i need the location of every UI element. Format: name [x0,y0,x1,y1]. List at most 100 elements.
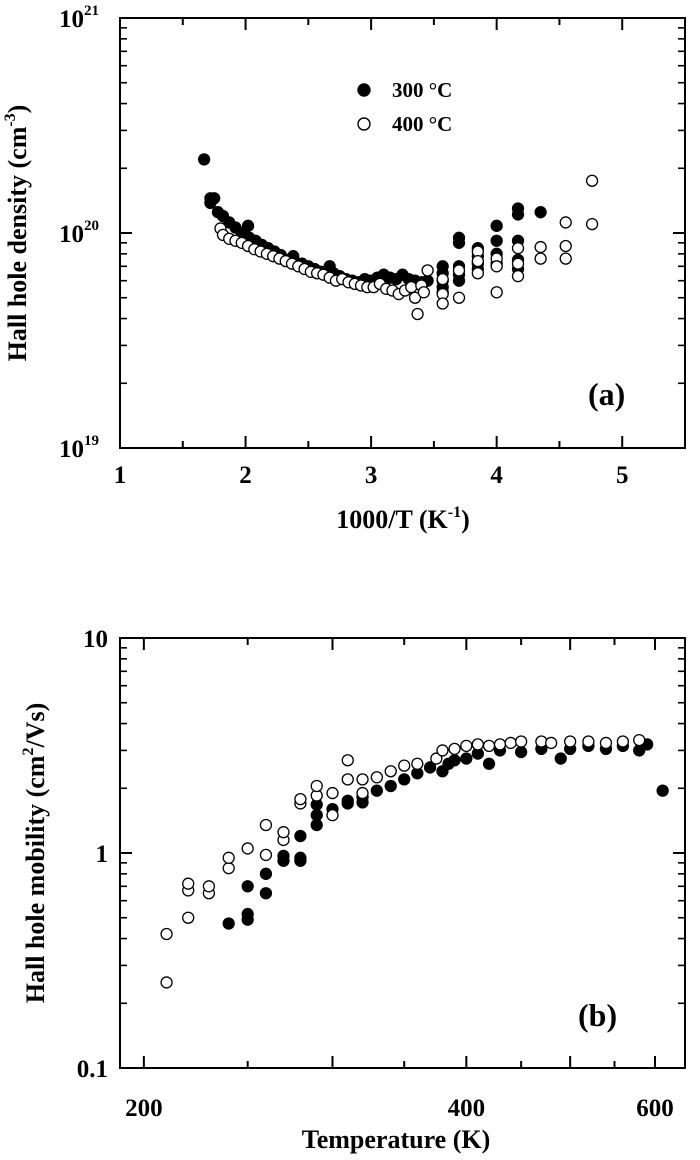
point-400c [559,239,572,253]
point-400c [460,739,473,753]
ticks-a [119,17,686,449]
y-axis-label-a-sup: -3 [2,113,19,126]
legend-marker-open [357,117,371,131]
point-400c [326,786,339,800]
y-axis-label-b-sup: 2 [20,748,37,756]
point-400c [436,297,449,310]
y-tick-label-b: 0.1 [77,1056,108,1083]
point-400c [585,174,599,187]
point-400c [405,280,418,294]
y-tick-label-a: 10 [59,6,84,33]
point-400c [448,742,461,756]
point-400c [534,252,547,265]
points-a [197,153,599,321]
point-300c [511,208,525,221]
point-400c [411,757,424,770]
point-300c [398,773,411,786]
y-tick-label-a: 10 [59,221,84,248]
point-300c [222,917,235,930]
point-400c [417,286,430,299]
y-tick-label-a-exp: 19 [84,433,99,449]
point-400c [160,976,173,989]
panel-label-a: (a) [588,376,625,412]
legend-label-400: 400 °C [392,112,452,136]
point-300c [554,752,567,765]
point-300c [534,206,547,219]
point-400c [559,216,572,229]
point-300c [294,829,307,843]
point-400c [504,736,517,750]
point-400c [398,759,411,772]
point-400c [408,291,422,304]
ticks-b [120,637,685,1069]
point-300c [341,794,354,807]
x-axis-label-a-sup: -1 [448,504,461,521]
point-400c [490,286,503,299]
point-400c [241,842,254,855]
x-tick-label-b: 600 [636,1095,674,1122]
point-300c [370,784,383,797]
y-tick-label-b: 1 [96,841,109,868]
point-400c [356,786,369,800]
point-300c [448,754,461,767]
point-300c [490,219,503,232]
point-400c [471,738,484,751]
point-400c [585,217,599,231]
legend-label-300: 300 °C [392,78,452,102]
x-axis-label-a-main: 1000/T (K [336,505,448,534]
x-axis-label-b: Temperature (K) [302,1125,490,1154]
point-300c [490,234,503,247]
point-300c [204,196,217,210]
x-tick-label-a: 1 [114,462,127,489]
x-tick-label-b: 400 [448,1095,486,1122]
point-400c [633,733,646,747]
x-tick-label-a: 4 [490,462,503,489]
point-400c [310,779,323,793]
point-400c [294,793,307,806]
point-400c [160,927,173,941]
point-400c [277,826,290,839]
point-400c [370,771,383,784]
point-400c [511,257,525,270]
point-400c [411,307,424,321]
point-400c [564,735,577,748]
point-400c [259,818,273,832]
point-400c [511,269,525,283]
y-tick-label-a: 10 [59,436,84,463]
point-400c [421,264,434,277]
point-300c [241,880,254,893]
point-300c [241,219,255,232]
point-400c [182,911,195,924]
point-400c [341,754,354,767]
panel-label-b: (b) [578,997,617,1033]
point-300c [259,867,273,880]
point-300c [310,808,323,822]
y-axis-label-b-end: /Vs) [21,703,50,749]
point-400c [482,739,496,753]
point-400c [471,254,484,268]
point-400c [222,851,235,864]
x-tick-label-a: 2 [239,462,252,489]
point-400c [452,291,466,304]
point-400c [616,735,630,748]
x-tick-label-a: 5 [616,462,629,489]
point-400c [436,744,449,757]
point-300c [294,851,307,864]
y-tick-label-a-exp: 20 [84,218,99,234]
point-400c [259,848,273,862]
y-axis-label-a: Hall hole density (cm-3) [2,105,32,362]
points-b [160,733,669,989]
point-400c [599,736,613,750]
point-300c [460,752,473,765]
point-400c [514,735,528,748]
tick-labels-b: 200 400 600 0.1 1 10 [77,626,674,1122]
x-axis-label-a: 1000/T (K-1) [336,504,469,534]
point-400c [222,862,235,875]
y-axis-label-b-main: Hall hole mobility (cm [21,755,50,1003]
legend: 300 °C 400 °C [357,78,452,136]
x-tick-label-b: 200 [125,1095,163,1122]
x-axis-label-a-end: ) [461,505,470,534]
point-400c [436,273,449,286]
